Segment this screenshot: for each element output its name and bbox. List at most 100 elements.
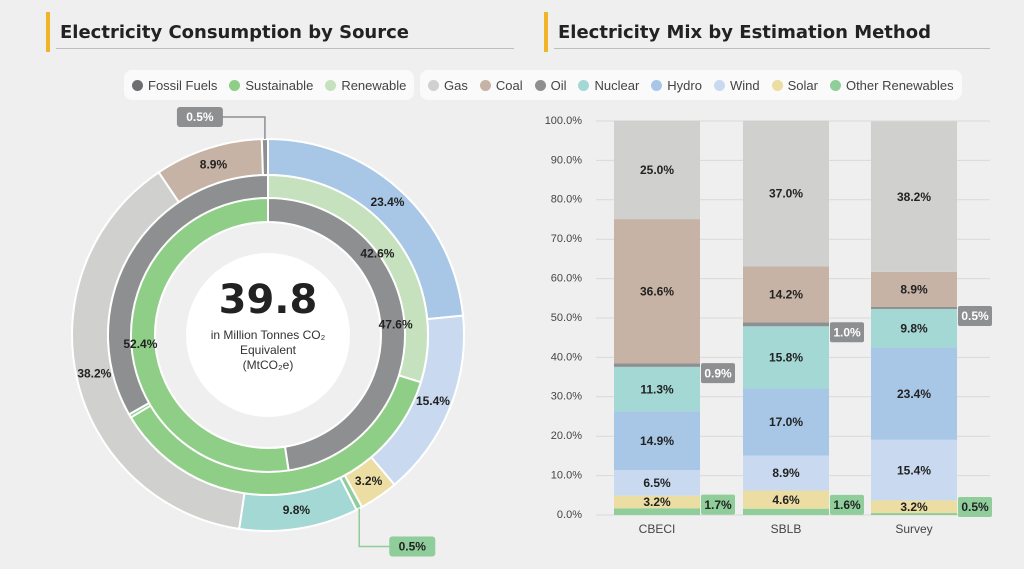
y-tick-label: 100.0%: [545, 115, 583, 127]
bar-data-label: 38.2%: [897, 190, 931, 204]
bar-segment-solar: [614, 495, 700, 509]
bar-data-label: 25.0%: [640, 163, 674, 177]
y-tick-label: 0.0%: [557, 509, 582, 521]
bar-data-label: 37.0%: [769, 187, 803, 201]
donut-center: 39.8 in Million Tonnes CO₂ Equivalent (M…: [188, 278, 348, 373]
legend-swatch-icon: [651, 79, 663, 91]
y-tick-label: 70.0%: [551, 233, 582, 245]
callout-leader: [220, 116, 266, 140]
right-legend: Gas Coal Oil Nuclear Hydro Wind Solar Other Ren…: [420, 70, 962, 100]
right-legend-item: Solar: [771, 78, 818, 93]
callout-label: 0.5%: [399, 540, 427, 554]
bar-callout-box: [701, 363, 735, 384]
center-unit-line2: Equivalent: [239, 343, 297, 357]
y-tick-label: 60.0%: [551, 273, 582, 285]
bar-data-label: 8.9%: [772, 466, 800, 480]
legend-swatch-icon: [325, 79, 337, 91]
donut-hole: [186, 253, 350, 417]
legend-swatch-icon: [578, 79, 590, 91]
legend-label: Fossil Fuels: [148, 77, 218, 93]
outer-data-label: 15.4%: [416, 394, 450, 408]
legend-swatch-icon: [534, 79, 546, 91]
y-tick-label: 30.0%: [551, 391, 582, 403]
legend-swatch-icon: [829, 79, 841, 91]
legend-label: Oil: [550, 77, 567, 93]
legend-label: Sustainable: [245, 77, 314, 93]
left-legend-item: Sustainable: [229, 78, 313, 93]
y-tick-label: 10.0%: [551, 470, 582, 482]
bar-segment-gas: [743, 120, 829, 267]
legend-label: Coal: [495, 77, 523, 93]
middle-data-label: 42.6%: [360, 246, 394, 260]
bar-data-label: 14.2%: [769, 288, 803, 302]
bar-segment-nuclear: [614, 366, 700, 412]
x-category-label: SBLB: [771, 522, 802, 536]
bar-segment-nuclear: [743, 326, 829, 389]
bar-segment-solar: [743, 490, 829, 509]
left-legend: Fossil Fuels Sustainable Renewable: [124, 70, 415, 100]
bar-data-label: 17.0%: [769, 415, 803, 429]
legend-swatch-icon: [132, 79, 143, 91]
bar-segment-coal: [614, 219, 700, 364]
legend-swatch-icon: [713, 79, 725, 91]
bar-segment-coal: [871, 271, 957, 307]
bar-callout-label: 1.7%: [704, 498, 732, 512]
legend-label: Hydro: [667, 77, 702, 93]
bar-callout-box: [958, 305, 992, 326]
bar-segment-gas: [614, 120, 700, 220]
left-legend-item: Renewable: [325, 78, 406, 93]
bar-data-label: 15.8%: [769, 351, 803, 365]
y-tick-label: 40.0%: [551, 351, 582, 363]
bar-segment-gas: [871, 121, 957, 272]
bar-segment-wind: [743, 455, 829, 491]
bar-segment-solar: [871, 500, 957, 514]
legend-label: Gas: [444, 77, 468, 93]
bar-segment-other-renewables: [614, 508, 700, 515]
y-tick-label: 20.0%: [551, 430, 582, 442]
bar-data-label: 3.2%: [643, 495, 671, 509]
callout-label: 0.5%: [186, 110, 214, 124]
bar-data-label: 15.4%: [897, 463, 931, 477]
bar-callout-box: [958, 497, 992, 518]
right-legend-item: Coal: [479, 77, 523, 93]
legend-swatch-icon: [229, 79, 241, 91]
right-legend-item: Other Renewables: [829, 77, 954, 93]
outer-segment-oil: [260, 137, 269, 177]
bar-segment-oil: [743, 322, 829, 327]
bar-callout-label: 0.5%: [961, 309, 989, 323]
bar-segment-other-renewables: [871, 513, 957, 515]
legend-swatch-icon: [771, 79, 783, 91]
bar-data-label: 36.6%: [640, 284, 674, 298]
bar-callout-box: [701, 494, 735, 515]
outer-data-label: 38.2%: [77, 366, 111, 380]
bar-callout-label: 1.6%: [833, 498, 861, 512]
outer-data-label: 9.8%: [283, 503, 311, 517]
bar-callout-label: 1.0%: [833, 325, 861, 339]
inner-data-label: 47.6%: [379, 318, 413, 332]
bar-data-label: 11.3%: [640, 382, 674, 396]
right-legend-item: Nuclear: [578, 78, 639, 93]
bar-segment-oil: [871, 306, 957, 309]
bar-data-label: 8.9%: [900, 283, 928, 297]
left-panel-title-block: Electricity Consumption by Source: [46, 12, 514, 52]
bar-segment-hydro: [871, 347, 957, 440]
bar-callout-label: 0.9%: [704, 366, 732, 380]
right-legend-item: Oil: [534, 77, 567, 93]
y-tick-label: 80.0%: [551, 194, 582, 206]
legend-label: Nuclear: [594, 77, 640, 93]
left-legend-item: Fossil Fuels: [132, 78, 217, 93]
left-panel-title: Electricity Consumption by Source: [60, 22, 410, 43]
bar-segment-coal: [743, 266, 829, 323]
legend-label: Other Renewables: [845, 77, 954, 93]
legend-label: Renewable: [341, 77, 407, 93]
bar-callout-label: 0.5%: [961, 500, 989, 514]
legend-swatch-icon: [479, 79, 491, 91]
bar-segment-hydro: [614, 411, 700, 471]
bar-segment-wind: [871, 439, 957, 501]
callout-box: [176, 107, 223, 128]
right-panel-title-block: Electricity Mix by Estimation Method: [544, 12, 990, 52]
left-title-divider: [56, 48, 514, 49]
bar-segment-oil: [614, 363, 700, 367]
bar-data-label: 23.4%: [897, 387, 931, 401]
legend-label: Wind: [729, 77, 760, 93]
